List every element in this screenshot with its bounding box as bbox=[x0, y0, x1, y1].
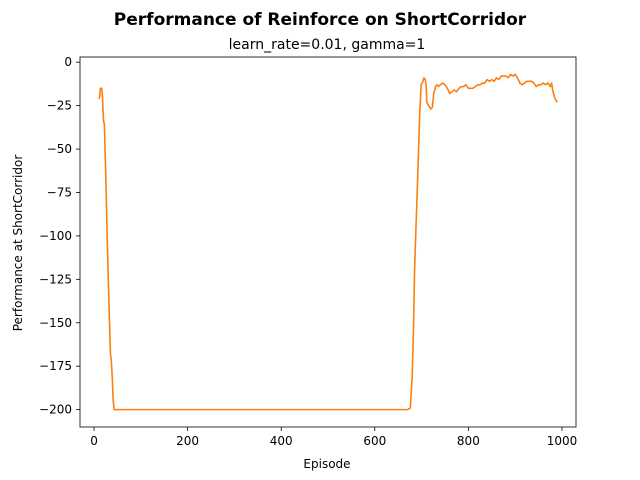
y-tick-label: −50 bbox=[47, 142, 72, 156]
y-tick-label: −125 bbox=[39, 272, 72, 286]
y-tick-label: −25 bbox=[47, 99, 72, 113]
chart-title: Performance of Reinforce on ShortCorrido… bbox=[114, 10, 527, 30]
y-tick-label: −200 bbox=[39, 403, 72, 417]
plot-frame bbox=[79, 56, 577, 428]
y-tick-label: −100 bbox=[39, 229, 72, 243]
series-line bbox=[98, 73, 558, 411]
series-layer bbox=[98, 73, 558, 411]
x-tick-label: 1000 bbox=[547, 434, 578, 448]
y-tick-label: 0 bbox=[64, 55, 72, 69]
x-tick-label: 800 bbox=[457, 434, 480, 448]
x-tick-label: 0 bbox=[90, 434, 98, 448]
y-tick-label: −175 bbox=[39, 359, 72, 373]
x-tick-label: 600 bbox=[363, 434, 386, 448]
y-axis-label: Performance at ShortCorridor bbox=[11, 155, 25, 332]
y-tick-label: −75 bbox=[47, 185, 72, 199]
x-tick-label: 200 bbox=[176, 434, 199, 448]
x-tick-label: 400 bbox=[270, 434, 293, 448]
axis-ticks: 0 200 400 600 800 1000 0 −25 −50 −75 −100 −125 −150 −… bbox=[39, 55, 577, 448]
y-tick-label: −150 bbox=[39, 316, 72, 330]
x-axis-label: Episode bbox=[303, 457, 350, 471]
chart-subtitle: learn_rate=0.01, gamma=1 bbox=[229, 37, 426, 53]
